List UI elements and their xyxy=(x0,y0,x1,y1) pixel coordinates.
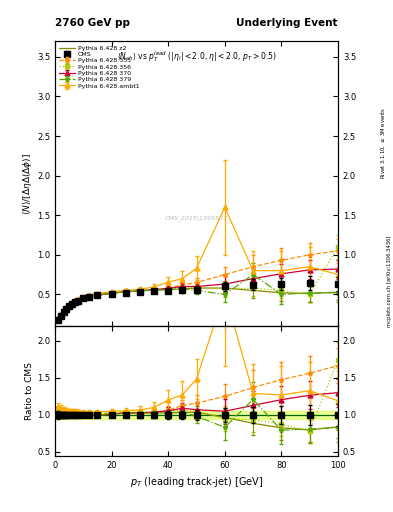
Pythia 6.428 z2 xyxy=(86,294,91,300)
Line: Pythia 6.428 z2: Pythia 6.428 z2 xyxy=(58,288,338,319)
Pythia 6.428 z2 xyxy=(336,289,340,295)
Pythia 6.428 z2 xyxy=(67,303,72,309)
Text: $\langle N_{ch}\rangle$ vs $p_T^{lead}$ ($|\eta_l|<2.0$, $\eta|<2.0$, $p_T>0.5$): $\langle N_{ch}\rangle$ vs $p_T^{lead}$ … xyxy=(117,50,276,65)
Pythia 6.428 z2 xyxy=(307,290,312,296)
Y-axis label: Ratio to CMS: Ratio to CMS xyxy=(25,362,34,420)
Pythia 6.428 z2 xyxy=(95,292,100,298)
Pythia 6.428 z2 xyxy=(194,285,199,291)
Pythia 6.428 z2 xyxy=(64,305,69,311)
X-axis label: $p_T$ (leading track-jet) [GeV]: $p_T$ (leading track-jet) [GeV] xyxy=(130,475,263,489)
Pythia 6.428 z2 xyxy=(75,297,80,303)
Y-axis label: $\langle N\rangle/[\Delta\eta\Delta(\Delta\phi)]$: $\langle N\rangle/[\Delta\eta\Delta(\Del… xyxy=(21,153,34,215)
Pythia 6.428 z2 xyxy=(58,312,63,318)
Pythia 6.428 z2 xyxy=(152,287,156,293)
Pythia 6.428 z2 xyxy=(123,289,128,295)
Pythia 6.428 z2 xyxy=(70,300,74,306)
Text: Rivet 3.1.10, $\geq$ 3M events: Rivet 3.1.10, $\geq$ 3M events xyxy=(379,107,387,180)
Bar xyxy=(55,411,338,419)
Pythia 6.428 z2 xyxy=(81,295,86,301)
Pythia 6.428 z2 xyxy=(138,288,142,294)
Text: Underlying Event: Underlying Event xyxy=(237,18,338,28)
Pythia 6.428 z2 xyxy=(61,308,66,314)
Text: 2760 GeV pp: 2760 GeV pp xyxy=(55,18,130,28)
Text: CMS_2015|1395507: CMS_2015|1395507 xyxy=(165,215,228,221)
Pythia 6.428 z2 xyxy=(279,290,284,296)
Pythia 6.428 z2 xyxy=(166,287,171,293)
Pythia 6.428 z2 xyxy=(222,285,227,291)
Text: mcplots.cern.ch [arXiv:1306.3436]: mcplots.cern.ch [arXiv:1306.3436] xyxy=(387,236,391,327)
Pythia 6.428 z2 xyxy=(251,287,255,293)
Legend: Pythia 6.428 z2, CMS, Pythia 6.428 355, Pythia 6.428 356, Pythia 6.428 370, Pyth: Pythia 6.428 z2, CMS, Pythia 6.428 355, … xyxy=(58,44,140,90)
Pythia 6.428 z2 xyxy=(180,286,185,292)
Pythia 6.428 z2 xyxy=(109,290,114,296)
Pythia 6.428 z2 xyxy=(72,298,77,305)
Pythia 6.428 z2 xyxy=(55,316,60,322)
